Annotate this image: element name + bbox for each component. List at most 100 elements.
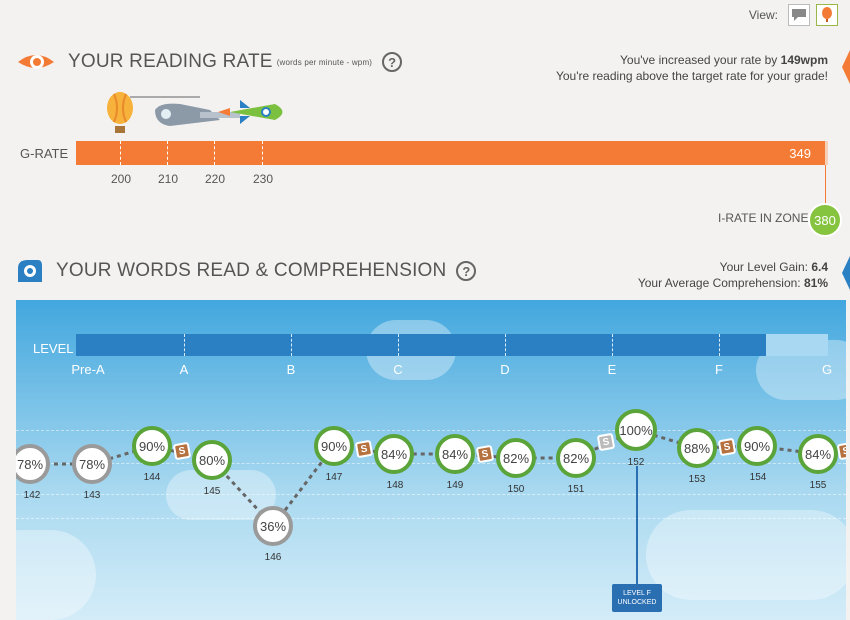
quiz-node[interactable]: 82%	[496, 438, 536, 478]
quiz-node[interactable]: 84%	[798, 434, 838, 474]
rate-message: You've increased your rate by 149wpm You…	[556, 52, 828, 84]
story-badge-icon[interactable]: S	[836, 441, 846, 461]
eye-icon	[18, 55, 54, 69]
balloon-icon	[822, 7, 832, 22]
level-unlock-line	[636, 466, 638, 584]
rate-message-prefix: You've increased your rate by	[620, 53, 778, 67]
grate-tick-mark	[120, 141, 121, 165]
quiz-node-id: 143	[83, 490, 101, 501]
words-read-header: YOUR WORDS READ & COMPREHENSION ?	[16, 258, 477, 284]
irate-label: I-RATE IN ZONE	[718, 211, 809, 225]
level-bar	[76, 334, 828, 356]
quiz-node-id: 152	[627, 457, 645, 468]
view-chat-button[interactable]	[788, 4, 810, 26]
quiz-node[interactable]: 90%	[737, 426, 777, 466]
level-bar-fill	[76, 334, 766, 356]
cloud-decoration	[16, 530, 96, 620]
grate-bar: 349	[76, 141, 828, 165]
quiz-node[interactable]: 80%	[192, 440, 232, 480]
level-letter: E	[607, 362, 617, 377]
quiz-node-id: 147	[325, 472, 343, 483]
story-badge-icon[interactable]: S	[172, 441, 192, 461]
reading-rate-title: YOUR READING RATE	[68, 51, 273, 72]
level-tick	[398, 334, 399, 356]
grate-tick-label: 230	[252, 172, 274, 186]
grate-tick-mark	[262, 141, 263, 165]
grate-tick-label: 220	[204, 172, 226, 186]
rate-increase: 149wpm	[780, 53, 828, 67]
words-read-summary: Your Level Gain: 6.4 Your Average Compre…	[638, 259, 828, 291]
level-unlock-tag: LEVEL F UNLOCKED	[612, 584, 662, 612]
quiz-node[interactable]: 88%	[677, 428, 717, 468]
quiz-node[interactable]: 82%	[556, 438, 596, 478]
grate-value: 349	[789, 146, 811, 161]
quiz-node-id: 142	[23, 490, 41, 501]
quiz-node-id: 154	[749, 472, 767, 483]
reading-rate-help-button[interactable]: ?	[382, 52, 403, 72]
quiz-node[interactable]: 78%	[72, 444, 112, 484]
grid-line	[16, 518, 846, 519]
story-badge-icon[interactable]: S	[354, 439, 374, 459]
quiz-node-id: 151	[567, 484, 585, 495]
quiz-node[interactable]: 36%	[253, 506, 293, 546]
words-read-help-button[interactable]: ?	[456, 261, 477, 281]
grid-line	[16, 430, 846, 431]
view-switcher: View:	[749, 4, 838, 26]
speech-bubble-icon	[792, 9, 806, 21]
words-read-side-tab[interactable]	[842, 256, 850, 290]
rate-side-tab[interactable]	[842, 50, 850, 84]
irate-value-badge: 380	[808, 203, 842, 237]
quiz-node[interactable]: 100%	[615, 409, 657, 451]
level-tick	[505, 334, 506, 356]
quiz-node-id: 148	[386, 480, 404, 491]
reading-rate-header: YOUR READING RATE (words per minute - wp…	[16, 50, 403, 74]
irate-connector	[825, 165, 826, 207]
grate-tick-mark	[214, 141, 215, 165]
level-gain-value: 6.4	[811, 260, 828, 274]
quiz-node-id: 155	[809, 480, 827, 491]
level-letter: B	[286, 362, 296, 377]
story-badge-icon[interactable]: S	[596, 432, 616, 452]
quiz-node[interactable]: 90%	[132, 426, 172, 466]
quiz-node-id: 153	[688, 474, 706, 485]
words-read-title: YOUR WORDS READ & COMPREHENSION	[56, 260, 447, 281]
quiz-node-id: 149	[446, 480, 464, 491]
grate-tick-label: 210	[157, 172, 179, 186]
quiz-node[interactable]: 84%	[374, 434, 414, 474]
quiz-node-id: 145	[203, 486, 221, 497]
grate-label: G-RATE	[20, 146, 69, 161]
quiz-node[interactable]: 78%	[16, 444, 50, 484]
grid-line	[16, 463, 846, 464]
grid-line	[16, 494, 846, 495]
level-tick	[719, 334, 720, 356]
level-letter: D	[500, 362, 510, 377]
level-label: LEVEL	[33, 341, 74, 356]
level-tick	[612, 334, 613, 356]
level-tick	[184, 334, 185, 356]
level-letter: F	[715, 362, 723, 377]
cloud-decoration	[646, 510, 846, 600]
level-unlock-line1: LEVEL F	[623, 590, 651, 597]
quiz-node-id: 144	[143, 472, 161, 483]
quiz-node[interactable]: 84%	[435, 434, 475, 474]
reading-rate-subtitle: (words per minute - wpm)	[276, 57, 373, 67]
view-label: View:	[748, 8, 778, 22]
quiz-node-id: 146	[264, 552, 282, 563]
story-badge-icon[interactable]: S	[717, 437, 737, 457]
level-letter: G	[821, 362, 833, 377]
grate-tick-label: 200	[110, 172, 132, 186]
level-letter: C	[393, 362, 403, 377]
level-unlock-line2: UNLOCKED	[617, 599, 657, 606]
level-tick	[291, 334, 292, 356]
reading-vehicles-illustration	[107, 92, 283, 133]
quiz-node[interactable]: 90%	[314, 426, 354, 466]
story-badge-icon[interactable]: S	[475, 444, 495, 464]
avg-comp-label: Your Average Comprehension:	[637, 276, 801, 290]
words-read-chart: LEVEL Pre-A A B C D E F G 78% 142 78% 14…	[16, 300, 846, 620]
view-balloon-button[interactable]	[816, 4, 838, 26]
level-gain-label: Your Level Gain:	[719, 260, 808, 274]
level-letter: A	[179, 362, 189, 377]
level-letter: Pre-A	[71, 362, 105, 377]
quiz-node-id: 150	[507, 484, 525, 495]
grate-tick-mark	[167, 141, 168, 165]
